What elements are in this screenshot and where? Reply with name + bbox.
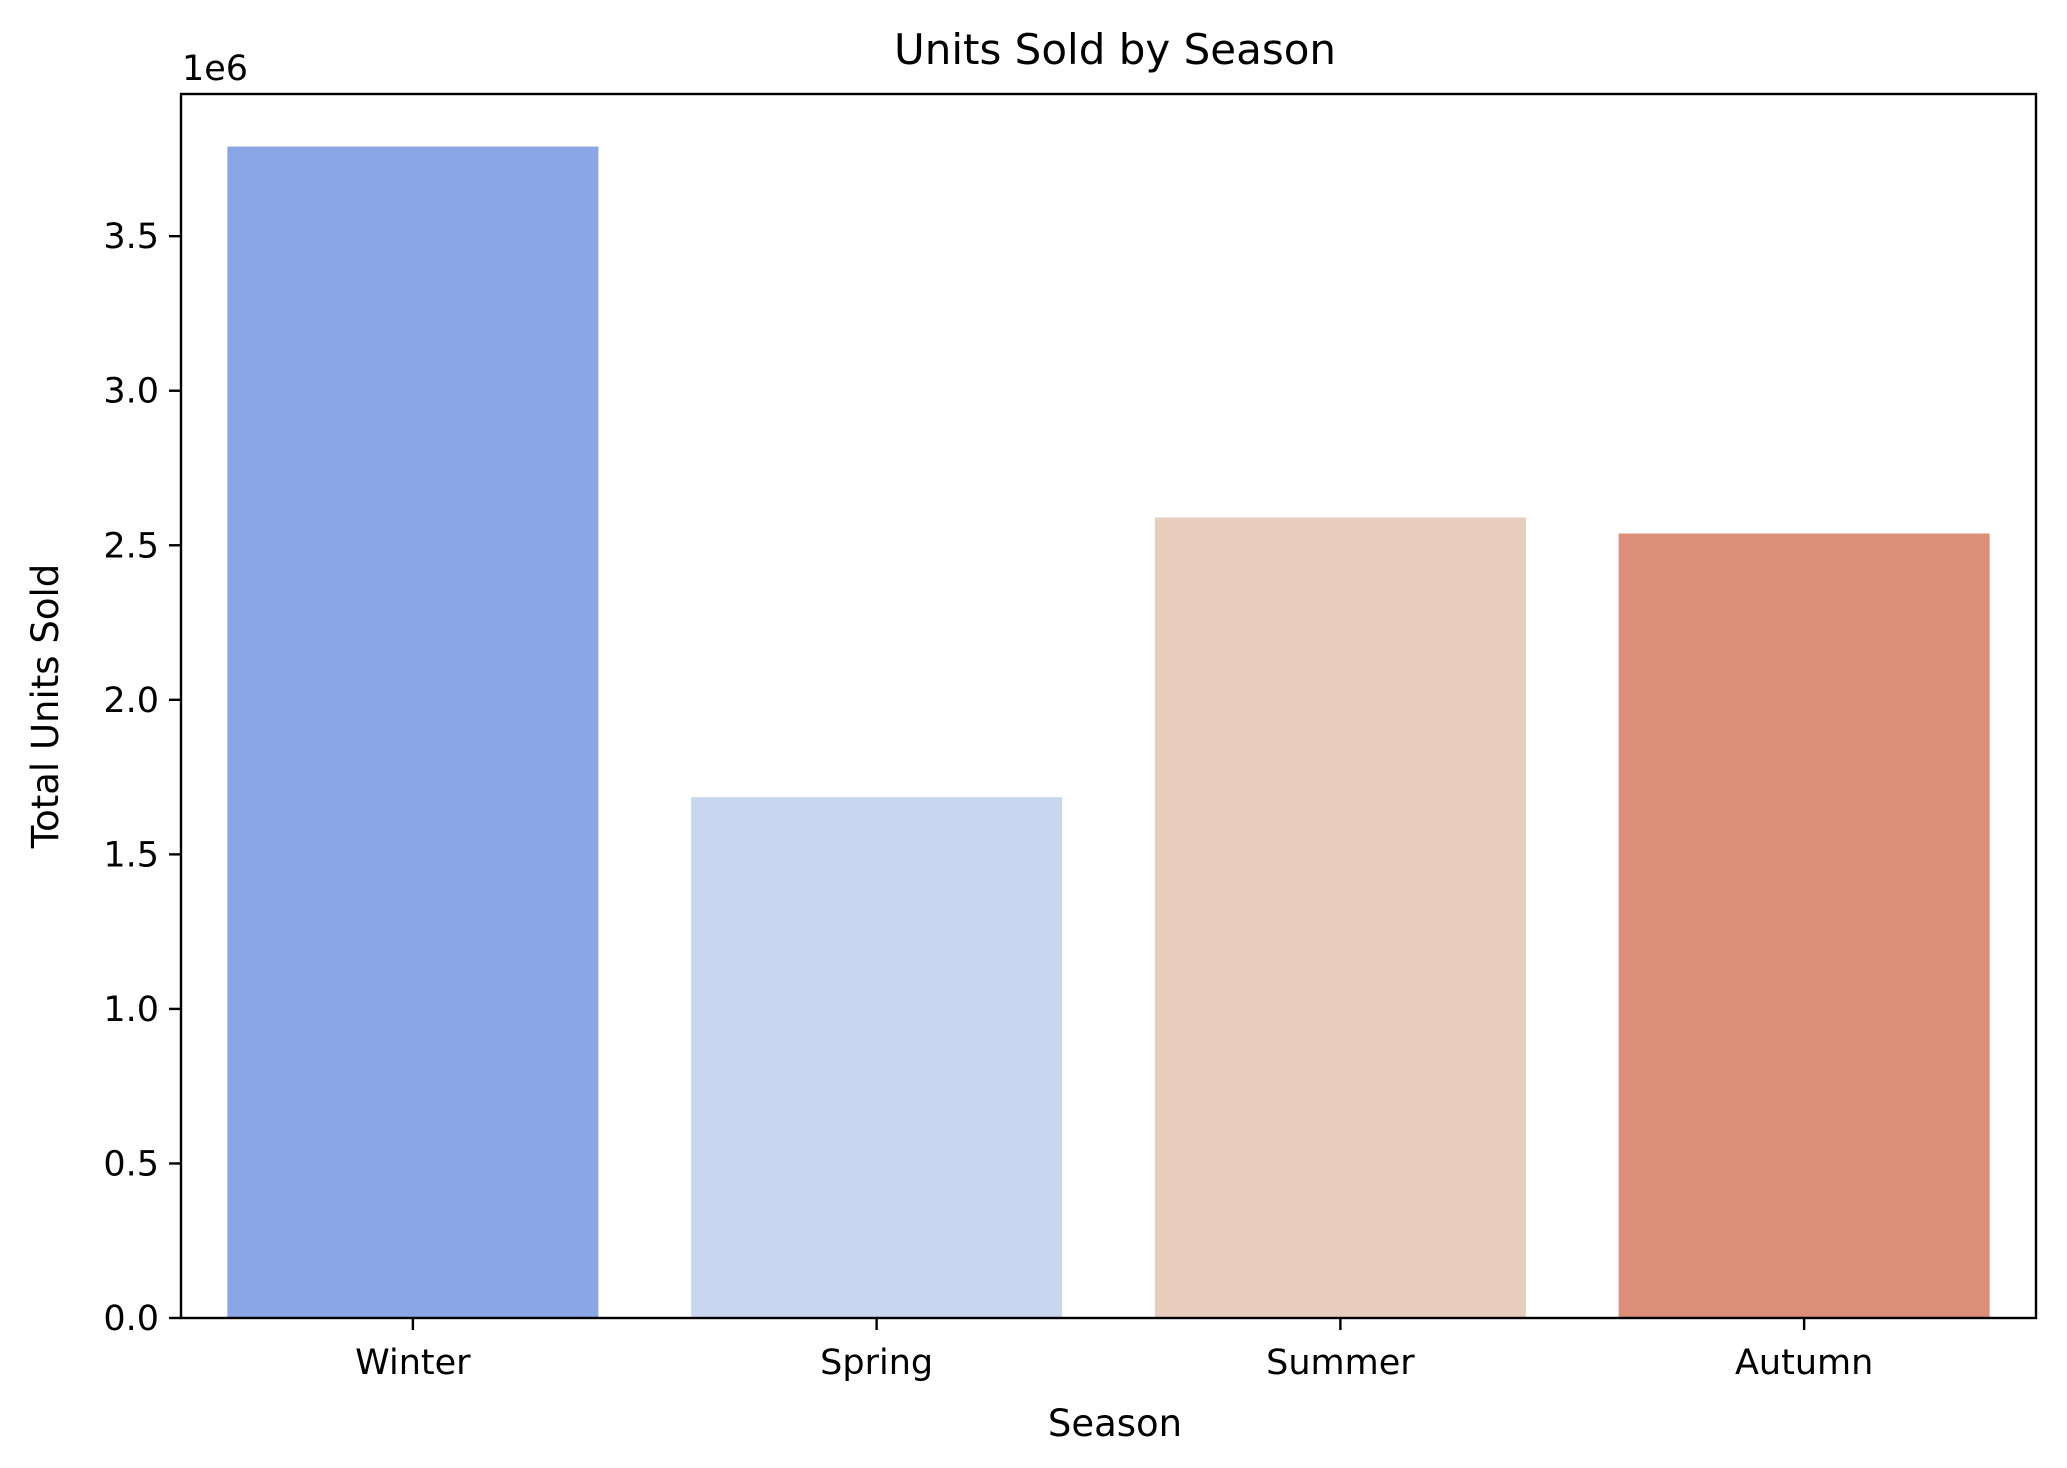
y-tick-label: 2.0	[103, 681, 159, 721]
bar-spring	[691, 797, 1063, 1318]
y-tick-label: 0.0	[103, 1299, 159, 1339]
y-tick-label: 2.5	[103, 526, 159, 566]
y-tick-label: 3.5	[103, 217, 159, 257]
y-axis-ticks: 0.0 0.5 1.0 1.5 2.0 2.5 3.0 3.5	[103, 217, 181, 1339]
x-tick-label: Spring	[820, 1343, 933, 1383]
y-tick-label: 0.5	[103, 1144, 159, 1184]
y-scale-label: 1e6	[182, 49, 248, 89]
plot-frame	[179, 92, 2038, 1320]
x-tick-label: Autumn	[1735, 1343, 1873, 1383]
bars-group	[227, 146, 1990, 1318]
bar-autumn	[1618, 533, 1990, 1318]
x-tick-label: Winter	[355, 1343, 471, 1383]
x-axis-label: Season	[1048, 1402, 1182, 1445]
bar-summer	[1154, 517, 1526, 1318]
x-tick-label: Summer	[1266, 1343, 1415, 1383]
y-tick-label: 1.5	[103, 835, 159, 875]
y-axis-label: Total Units Sold	[24, 564, 67, 849]
bar-winter	[227, 146, 599, 1318]
chart-title: Units Sold by Season	[894, 25, 1336, 74]
x-axis-ticks: Winter Spring Summer Autumn	[355, 1318, 1873, 1383]
y-tick-label: 1.0	[103, 990, 159, 1030]
y-tick-label: 3.0	[103, 372, 159, 412]
